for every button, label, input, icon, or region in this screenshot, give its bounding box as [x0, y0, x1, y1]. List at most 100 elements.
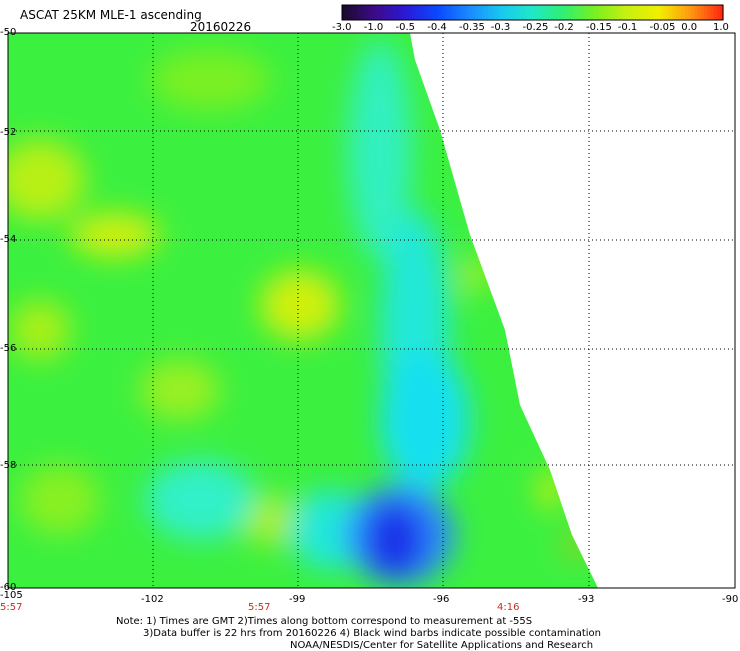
colorbar-segment — [449, 5, 454, 20]
colorbar-segment — [342, 5, 346, 20]
colorbar-segment — [507, 5, 511, 20]
colorbar-label: -0.2 — [554, 22, 574, 33]
colorbar-segment — [389, 5, 394, 20]
colorbar-segment — [392, 5, 397, 20]
colorbar-segment — [405, 5, 410, 20]
colorbar-segment — [678, 5, 683, 20]
lon-label: -93 — [578, 594, 595, 605]
lat-label: -58 — [0, 460, 17, 471]
colorbar-label: 1.0 — [713, 22, 729, 33]
colorbar-border — [341, 4, 724, 21]
colorbar-segment — [421, 5, 426, 20]
colorbar-segment — [357, 5, 362, 20]
colorbar-segment — [386, 5, 391, 20]
colorbar-segment — [618, 5, 622, 20]
colorbar-segment — [399, 5, 403, 20]
colorbar-segment — [545, 5, 549, 20]
colorbar-segment — [437, 5, 442, 20]
wind-swath — [8, 33, 598, 588]
lon-label: -99 — [289, 594, 306, 605]
note-line-1: Note: 1) Times are GMT 2)Times along bot… — [116, 616, 533, 627]
colorbar-segment — [646, 5, 651, 20]
colorbar-segment — [592, 5, 597, 20]
colorbar-segment — [469, 5, 473, 20]
time-label: 5:57 — [248, 602, 271, 613]
colorbar-segment — [462, 5, 467, 20]
colorbar-segment — [481, 5, 486, 20]
colorbar-segment — [443, 5, 448, 20]
colorbar-segment — [570, 5, 575, 20]
colorbar-segment — [408, 5, 413, 20]
colorbar-segment — [478, 5, 483, 20]
colorbar-segment — [719, 5, 724, 20]
colorbar-segment — [446, 5, 451, 20]
colorbar-label: -1.0 — [363, 22, 384, 33]
colorbar-segment — [602, 5, 607, 20]
colorbar-segment — [551, 5, 556, 20]
colorbar-segment — [627, 5, 632, 20]
colorbar-segment — [583, 5, 588, 20]
colorbar-segment — [475, 5, 480, 20]
colorbar-segment — [434, 5, 438, 20]
colorbar-label: -0.3 — [490, 22, 511, 33]
colorbar-segment — [472, 5, 476, 20]
colorbar-segment — [688, 5, 692, 20]
lat-label: -52 — [0, 127, 17, 138]
colorbar-segment — [665, 5, 670, 20]
colorbar-segment — [516, 5, 521, 20]
colorbar-segment — [659, 5, 664, 20]
colorbar-segment — [348, 5, 353, 20]
colorbar-segment — [354, 5, 359, 20]
colorbar-segment — [430, 5, 435, 20]
colorbar-segment — [484, 5, 489, 20]
colorbar-segment — [364, 5, 368, 20]
colorbar-segment — [703, 5, 708, 20]
colorbar-segment — [694, 5, 699, 20]
colorbar-segment — [526, 5, 530, 20]
colorbar-segment — [684, 5, 689, 20]
colorbar-segment — [367, 5, 372, 20]
colorbar-segment — [538, 5, 543, 20]
colorbar-segment — [351, 5, 356, 20]
lon-label: -96 — [433, 594, 450, 605]
colorbar-segment — [497, 5, 502, 20]
colorbar-segment — [395, 5, 400, 20]
colorbar-segment — [373, 5, 378, 20]
colorbar-segment — [573, 5, 578, 20]
lon-label: -105 — [0, 590, 23, 601]
colorbar-segment — [675, 5, 680, 20]
colorbar-segment — [649, 5, 654, 20]
colorbar-segment — [681, 5, 686, 20]
colorbar-label: -0.15 — [586, 22, 612, 33]
colorbar-segment — [567, 5, 572, 20]
colorbar-label: -0.25 — [522, 22, 549, 33]
time-label: 5:57 — [0, 602, 23, 613]
lon-label: -102 — [141, 594, 164, 605]
colorbar-label: -0.05 — [649, 22, 676, 33]
colorbar-segment — [716, 5, 721, 20]
colorbar-segment — [424, 5, 429, 20]
colorbar-segment — [653, 5, 657, 20]
colorbar-segment — [700, 5, 705, 20]
colorbar-segment — [662, 5, 667, 20]
colorbar-segment — [710, 5, 715, 20]
colorbar-segment — [624, 5, 629, 20]
colorbar-segment — [415, 5, 419, 20]
colorbar-segment — [519, 5, 524, 20]
colorbar-segment — [542, 5, 546, 20]
colorbar-segment — [494, 5, 499, 20]
map-frame — [7, 32, 736, 589]
colorbar-segment — [554, 5, 559, 20]
colorbar-segment — [557, 5, 562, 20]
product-date: 20160226 — [190, 20, 252, 34]
colorbar-segment — [510, 5, 515, 20]
colorbar-segment — [383, 5, 388, 20]
colorbar-segment — [535, 5, 540, 20]
lat-label: -50 — [0, 27, 17, 38]
colorbar-segment — [611, 5, 616, 20]
colorbar-segment — [488, 5, 492, 20]
colorbar-segment — [345, 5, 349, 20]
time-label: 4:16 — [497, 602, 520, 613]
colorbar — [341, 4, 724, 21]
colorbar-segment — [713, 5, 718, 20]
